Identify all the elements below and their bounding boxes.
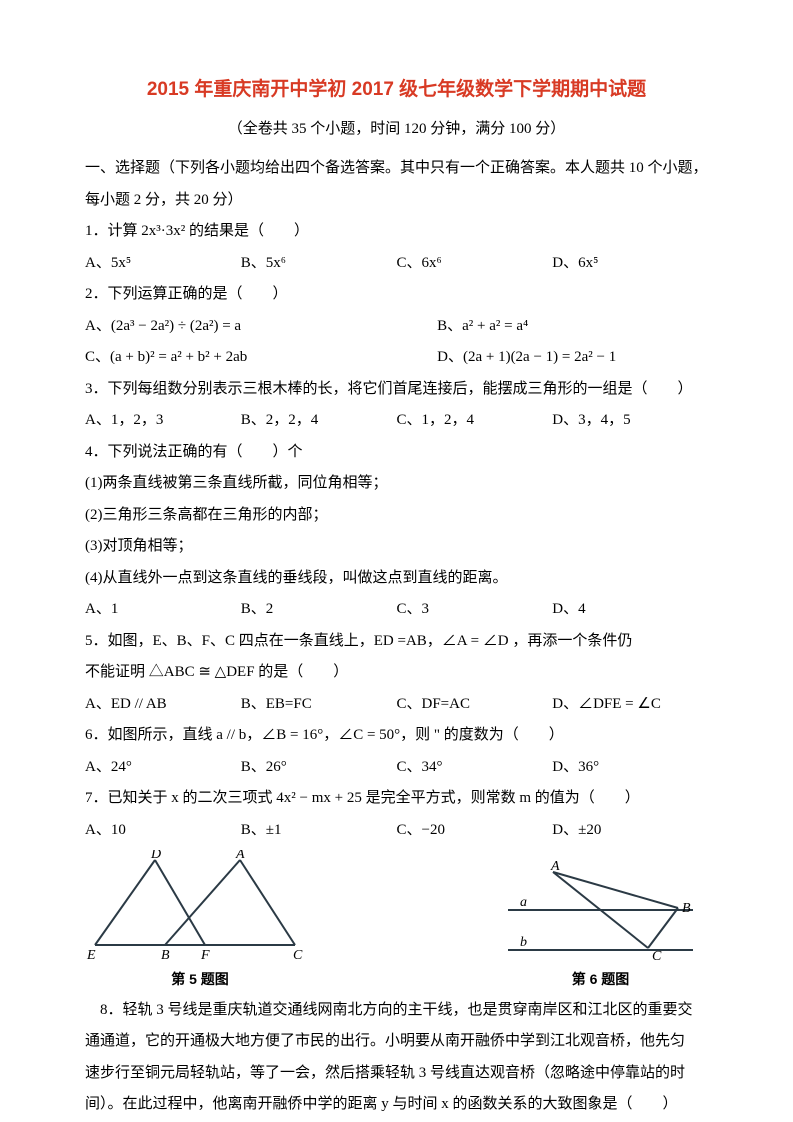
subtitle: （全卷共 35 个小题，时间 120 分钟，满分 100 分） [85,114,708,146]
q4-s1: (1)两条直线被第三条直线所截，同位角相等； [85,468,708,500]
section-1-header: 一、选择题（下列各小题均给出四个备选答案。其中只有一个正确答案。本人题共 10 … [85,153,708,216]
q5-stem2: 不能证明 △ABC ≅ △DEF 的是（ ） [85,657,708,689]
q8-l1: 8．轻轨 3 号线是重庆轨道交通线网南北方向的主干线，也是贯穿南岸区和江北区的重… [85,995,708,1027]
q6-stem: 6．如图所示，直线 a // b，∠B = 16°，∠C = 50°，则 " 的… [85,720,708,752]
q2-row1: A、(2a³ − 2a²) ÷ (2a²) = a B、a² + a² = a⁴ [85,311,708,343]
svg-text:B: B [682,901,691,916]
svg-text:A: A [235,850,245,862]
q3-stem: 3．下列每组数分别表示三根木棒的长，将它们首尾连接后，能摆成三角形的一组是（ ） [85,374,708,406]
q4-B: B、2 [241,594,397,626]
q2-C: C、(a + b)² = a² + b² + 2ab [85,342,437,374]
q6-B: B、26° [241,752,397,784]
q4-C: C、3 [397,594,553,626]
q7-stem: 7．已知关于 x 的二次三项式 4x² − mx + 25 是完全平方式，则常数… [85,783,708,815]
figure-6: a b A B C 第 6 题图 [493,860,708,994]
q1-C: C、6x⁶ [397,248,553,280]
q4-stem: 4．下列说法正确的有（ ）个 [85,437,708,469]
q3-options: A、1，2，3 B、2，2，4 C、1，2，4 D、3，4，5 [85,405,708,437]
q7-options: A、10 B、±1 C、−20 D、±20 [85,815,708,847]
svg-text:E: E [86,948,96,963]
q7-C: C、−20 [397,815,553,847]
svg-text:C: C [293,948,303,963]
q7-A: A、10 [85,815,241,847]
svg-text:C: C [652,949,662,964]
svg-text:A: A [550,860,560,874]
q8-l4: 间）。在此过程中，他离南开融侨中学的距离 y 与时间 x 的函数关系的大致图象是… [85,1089,708,1121]
svg-text:D: D [150,850,161,862]
svg-text:B: B [161,948,170,963]
q3-B: B、2，2，4 [241,405,397,437]
q3-C: C、1，2，4 [397,405,553,437]
q5-C: C、DF=AC [397,689,553,721]
q6-A: A、24° [85,752,241,784]
q4-A: A、1 [85,594,241,626]
q1-D: D、6x⁵ [552,248,708,280]
figure-6-caption: 第 6 题图 [493,965,708,994]
q8-l3: 速步行至铜元局轻轨站，等了一会，然后搭乘轻轨 3 号线直达观音桥（忽略途中停靠站… [85,1058,708,1090]
figure-6-svg: a b A B C [493,860,708,965]
figure-5: E D F B A C 第 5 题图 [85,850,315,994]
svg-text:b: b [520,935,527,950]
q5-D: D、∠DFE = ∠C [552,689,708,721]
q6-C: C、34° [397,752,553,784]
page-title: 2015 年重庆南开中学初 2017 级七年级数学下学期期中试题 [85,70,708,110]
q4-options: A、1 B、2 C、3 D、4 [85,594,708,626]
q1-options: A、5x⁵ B、5x⁶ C、6x⁶ D、6x⁵ [85,248,708,280]
q7-B: B、±1 [241,815,397,847]
q6-options: A、24° B、26° C、34° D、36° [85,752,708,784]
q8-l2: 通通道，它的开通极大地方便了市民的出行。小明要从南开融侨中学到江北观音桥，他先匀 [85,1026,708,1058]
figure-row: E D F B A C 第 5 题图 a b A B C 第 6 题图 [85,850,708,994]
q1-B: B、5x⁶ [241,248,397,280]
q2-A: A、(2a³ − 2a²) ÷ (2a²) = a [85,311,437,343]
svg-text:F: F [200,948,210,963]
q6-D: D、36° [552,752,708,784]
q1-A: A、5x⁵ [85,248,241,280]
q4-s4: (4)从直线外一点到这条直线的垂线段，叫做这点到直线的距离。 [85,563,708,595]
q4-s2: (2)三角形三条高都在三角形的内部； [85,500,708,532]
q4-s3: (3)对顶角相等； [85,531,708,563]
svg-text:a: a [520,895,527,910]
q2-B: B、a² + a² = a⁴ [437,311,708,343]
q3-A: A、1，2，3 [85,405,241,437]
figure-5-svg: E D F B A C [85,850,315,965]
q5-stem1: 5．如图，E、B、F、C 四点在一条直线上，ED =AB，∠A = ∠D ，再添… [85,626,708,658]
q7-D: D、±20 [552,815,708,847]
q5-B: B、EB=FC [241,689,397,721]
figure-5-caption: 第 5 题图 [85,965,315,994]
q2-stem: 2．下列运算正确的是（ ） [85,279,708,311]
q1-stem: 1．计算 2x³·3x² 的结果是（ ） [85,216,708,248]
q5-A: A、ED // AB [85,689,241,721]
q5-options: A、ED // AB B、EB=FC C、DF=AC D、∠DFE = ∠C [85,689,708,721]
q2-D: D、(2a + 1)(2a − 1) = 2a² − 1 [437,342,708,374]
q2-row2: C、(a + b)² = a² + b² + 2ab D、(2a + 1)(2a… [85,342,708,374]
q4-D: D、4 [552,594,708,626]
q3-D: D、3，4，5 [552,405,708,437]
